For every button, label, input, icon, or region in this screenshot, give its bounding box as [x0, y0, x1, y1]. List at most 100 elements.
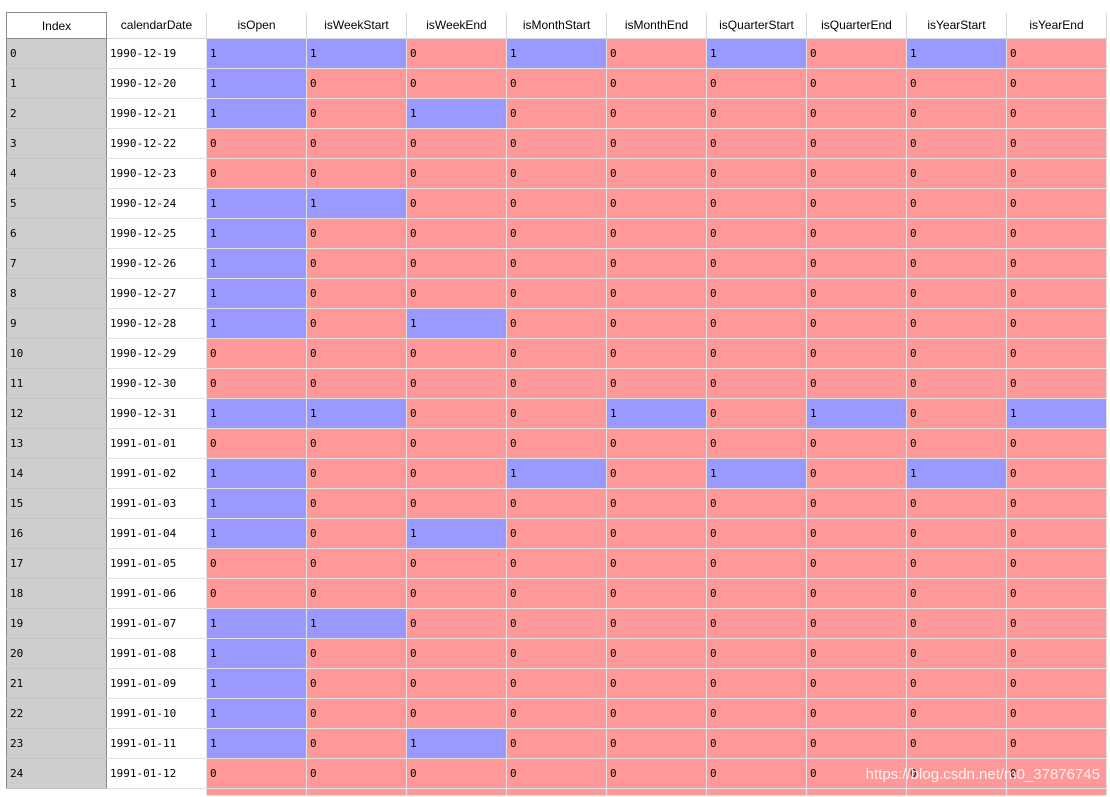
flag-cell-isquarterstart[interactable]: 0 [706, 188, 807, 219]
flag-cell-isweekend[interactable]: 0 [406, 158, 507, 189]
flag-cell-isopen[interactable]: 1 [206, 638, 307, 669]
flag-cell-ismonthstart[interactable]: 0 [506, 518, 607, 549]
flag-cell-isweekstart[interactable]: 0 [306, 428, 407, 459]
flag-cell-isquarterstart[interactable]: 0 [706, 578, 807, 609]
row-index-cell[interactable]: 17 [6, 548, 107, 579]
flag-cell-isweekend[interactable]: 0 [406, 218, 507, 249]
calendar-date-cell[interactable]: 1991-01-08 [106, 638, 207, 669]
flag-cell-isquarterstart[interactable]: 0 [706, 128, 807, 159]
flag-cell-isopen[interactable]: 1 [206, 278, 307, 309]
flag-cell-isweekstart[interactable]: 0 [306, 248, 407, 279]
flag-cell-isyearend[interactable]: 0 [1006, 218, 1107, 249]
flag-cell-ismonthstart[interactable]: 0 [506, 698, 607, 729]
flag-cell-isquarterstart[interactable]: 0 [706, 278, 807, 309]
calendar-date-cell[interactable]: 1990-12-30 [106, 368, 207, 399]
table-row[interactable]: 1 1990-12-20 1 0 0 0 0 0 0 0 0 [6, 68, 1107, 99]
flag-cell-ismonthstart[interactable]: 0 [506, 548, 607, 579]
flag-cell-isopen[interactable]: 1 [206, 218, 307, 249]
flag-cell-isweekstart[interactable]: 0 [306, 218, 407, 249]
flag-cell-ismonthstart[interactable]: 0 [506, 398, 607, 429]
column-header-ismonthstart[interactable]: isMonthStart [506, 12, 607, 39]
flag-cell-isyearstart[interactable]: 0 [906, 218, 1007, 249]
flag-cell-isweekstart[interactable]: 0 [306, 758, 407, 789]
flag-cell-isweekstart[interactable]: 0 [306, 308, 407, 339]
row-index-cell[interactable]: 7 [6, 248, 107, 279]
flag-cell-isyearstart[interactable]: 0 [906, 128, 1007, 159]
flag-cell-isyearend[interactable]: 0 [1006, 338, 1107, 369]
flag-cell-isweekstart[interactable]: 0 [306, 128, 407, 159]
flag-cell-isyearstart[interactable]: 0 [906, 548, 1007, 579]
flag-cell-isyearend[interactable]: 0 [1006, 488, 1107, 519]
flag-cell-isyearend[interactable]: 0 [1006, 458, 1107, 489]
flag-cell-ismonthstart[interactable]: 0 [506, 218, 607, 249]
flag-cell-isquarterend[interactable]: 0 [806, 38, 907, 69]
flag-cell-isweekend[interactable]: 0 [406, 638, 507, 669]
flag-cell-isweekstart[interactable]: 0 [306, 548, 407, 579]
flag-cell-isopen[interactable]: 1 [206, 98, 307, 129]
flag-cell-isquarterstart[interactable]: 0 [706, 518, 807, 549]
flag-cell-isquarterend[interactable]: 0 [806, 338, 907, 369]
flag-cell-isquarterstart[interactable]: 0 [706, 218, 807, 249]
row-index-cell[interactable]: 20 [6, 638, 107, 669]
flag-cell-ismonthend[interactable]: 0 [606, 38, 707, 69]
table-row[interactable]: 22 1991-01-10 1 0 0 0 0 0 0 0 0 [6, 698, 1107, 729]
flag-cell-isquarterend[interactable]: 0 [806, 758, 907, 789]
flag-cell-isquarterend[interactable]: 1 [806, 398, 907, 429]
row-index-cell[interactable]: 24 [6, 758, 107, 789]
flag-cell-isyearend[interactable]: 0 [1006, 578, 1107, 609]
row-index-cell[interactable]: 4 [6, 158, 107, 189]
column-header-calendardate[interactable]: calendarDate [106, 12, 207, 39]
flag-cell-ismonthend[interactable]: 0 [606, 98, 707, 129]
column-header-isyearend[interactable]: isYearEnd [1006, 12, 1107, 39]
row-index-cell[interactable]: 12 [6, 398, 107, 429]
flag-cell-isopen[interactable]: 1 [206, 188, 307, 219]
table-row[interactable]: 16 1991-01-04 1 0 1 0 0 0 0 0 0 [6, 518, 1107, 549]
calendar-date-cell[interactable]: 1990-12-20 [106, 68, 207, 99]
flag-cell-ismonthstart[interactable]: 1 [506, 38, 607, 69]
flag-cell-isyearstart[interactable]: 0 [906, 488, 1007, 519]
flag-cell-isweekstart[interactable]: 0 [306, 68, 407, 99]
flag-cell-isopen[interactable]: 1 [206, 668, 307, 699]
row-index-cell[interactable]: 8 [6, 278, 107, 309]
flag-cell-ismonthend[interactable]: 0 [606, 128, 707, 159]
flag-cell-isyearend[interactable]: 0 [1006, 188, 1107, 219]
index-column-header[interactable]: Index [6, 12, 107, 39]
flag-cell-ismonthstart[interactable]: 0 [506, 128, 607, 159]
flag-cell-ismonthend[interactable]: 0 [606, 428, 707, 459]
flag-cell-ismonthend[interactable]: 0 [606, 338, 707, 369]
flag-cell-isquarterstart[interactable]: 0 [706, 608, 807, 639]
flag-cell-isyearend[interactable]: 0 [1006, 698, 1107, 729]
table-row[interactable]: 14 1991-01-02 1 0 0 1 0 1 0 1 0 [6, 458, 1107, 489]
flag-cell-isopen[interactable]: 0 [206, 428, 307, 459]
flag-cell-isopen[interactable]: 0 [206, 368, 307, 399]
flag-cell-isquarterend[interactable]: 0 [806, 218, 907, 249]
calendar-date-cell[interactable]: 1990-12-19 [106, 38, 207, 69]
flag-cell-ismonthstart[interactable]: 0 [506, 368, 607, 399]
row-index-cell[interactable]: 6 [6, 218, 107, 249]
flag-cell-isyearstart[interactable]: 0 [906, 668, 1007, 699]
row-index-cell[interactable]: 22 [6, 698, 107, 729]
flag-cell-isyearstart[interactable]: 0 [906, 638, 1007, 669]
table-row[interactable]: 9 1990-12-28 1 0 1 0 0 0 0 0 0 [6, 308, 1107, 339]
flag-cell-ismonthstart[interactable]: 0 [506, 98, 607, 129]
calendar-date-cell[interactable]: 1990-12-24 [106, 188, 207, 219]
table-row[interactable]: 2 1990-12-21 1 0 1 0 0 0 0 0 0 [6, 98, 1107, 129]
flag-cell-isyearstart[interactable]: 0 [906, 158, 1007, 189]
flag-cell-ismonthend[interactable]: 0 [606, 218, 707, 249]
flag-cell-isyearstart[interactable]: 0 [906, 188, 1007, 219]
flag-cell-isquarterstart[interactable]: 0 [706, 398, 807, 429]
flag-cell-isquarterend[interactable]: 0 [806, 638, 907, 669]
flag-cell-isquarterstart[interactable]: 0 [706, 98, 807, 129]
column-header-isweekstart[interactable]: isWeekStart [306, 12, 407, 39]
calendar-date-cell[interactable]: 1990-12-27 [106, 278, 207, 309]
table-row[interactable]: 0 1990-12-19 1 1 0 1 0 1 0 1 0 [6, 38, 1107, 69]
flag-cell-isweekend[interactable]: 0 [406, 278, 507, 309]
flag-cell-ismonthstart[interactable]: 0 [506, 308, 607, 339]
flag-cell-isquarterstart[interactable]: 0 [706, 728, 807, 759]
flag-cell-isquarterend[interactable]: 0 [806, 158, 907, 189]
flag-cell-isweekstart[interactable]: 0 [306, 488, 407, 519]
flag-cell-ismonthstart[interactable]: 1 [506, 458, 607, 489]
flag-cell-isweekend[interactable]: 0 [406, 698, 507, 729]
flag-cell-ismonthstart[interactable]: 0 [506, 188, 607, 219]
column-header-isopen[interactable]: isOpen [206, 12, 307, 39]
